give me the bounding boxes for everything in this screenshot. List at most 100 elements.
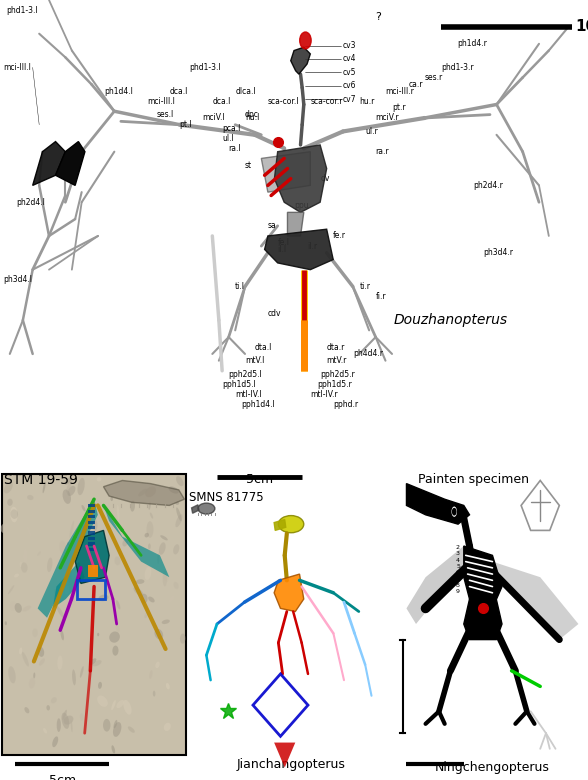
Ellipse shape <box>10 507 18 523</box>
Text: ses.r: ses.r <box>425 73 443 82</box>
Text: ul.r: ul.r <box>366 127 379 136</box>
Ellipse shape <box>32 629 38 637</box>
Ellipse shape <box>46 705 50 711</box>
Ellipse shape <box>39 658 45 665</box>
Ellipse shape <box>7 498 13 506</box>
Ellipse shape <box>11 509 18 519</box>
Polygon shape <box>38 499 98 618</box>
Ellipse shape <box>65 586 69 594</box>
Text: 5cm: 5cm <box>49 774 76 780</box>
Text: 7: 7 <box>456 576 460 581</box>
Text: sa: sa <box>268 222 276 230</box>
Ellipse shape <box>68 575 75 586</box>
Text: 6: 6 <box>456 570 460 575</box>
Text: dv: dv <box>320 174 329 183</box>
Ellipse shape <box>278 516 304 533</box>
Polygon shape <box>464 546 502 608</box>
Text: pphd.r: pphd.r <box>333 400 358 409</box>
Text: STM 19-59: STM 19-59 <box>4 473 78 487</box>
Text: Jianchangopterus: Jianchangopterus <box>236 757 346 771</box>
Ellipse shape <box>148 502 151 510</box>
Ellipse shape <box>57 655 63 670</box>
Ellipse shape <box>109 632 120 643</box>
Text: mtV.r: mtV.r <box>327 356 347 365</box>
Text: ppu: ppu <box>294 201 309 210</box>
Text: pph1d5.l: pph1d5.l <box>222 380 256 388</box>
Text: Ningchengopterus: Ningchengopterus <box>435 760 550 774</box>
Polygon shape <box>274 574 304 612</box>
Ellipse shape <box>29 678 35 689</box>
Ellipse shape <box>65 477 72 484</box>
Ellipse shape <box>72 669 76 686</box>
Ellipse shape <box>97 696 108 707</box>
Ellipse shape <box>148 597 155 602</box>
Polygon shape <box>33 141 65 186</box>
Ellipse shape <box>19 647 22 654</box>
Polygon shape <box>192 505 199 513</box>
Ellipse shape <box>82 505 86 512</box>
Ellipse shape <box>175 514 182 527</box>
Polygon shape <box>275 145 327 212</box>
Ellipse shape <box>34 672 35 679</box>
Ellipse shape <box>66 477 73 493</box>
Ellipse shape <box>160 535 168 541</box>
Ellipse shape <box>145 612 148 619</box>
Polygon shape <box>290 48 310 74</box>
Ellipse shape <box>23 548 28 564</box>
Text: 4: 4 <box>456 558 460 562</box>
Ellipse shape <box>38 647 44 657</box>
Text: mtV.l: mtV.l <box>245 356 265 365</box>
Text: 5cm: 5cm <box>246 473 273 486</box>
Bar <box>88 548 95 551</box>
Text: phd1-3.l: phd1-3.l <box>189 63 221 72</box>
Ellipse shape <box>159 542 166 555</box>
Text: hu.r: hu.r <box>359 97 375 105</box>
Polygon shape <box>493 562 579 640</box>
Ellipse shape <box>68 486 75 496</box>
Bar <box>77 580 105 599</box>
Ellipse shape <box>135 529 139 534</box>
Ellipse shape <box>56 606 65 619</box>
Polygon shape <box>265 229 333 270</box>
Polygon shape <box>103 480 185 505</box>
Text: 9: 9 <box>456 589 460 594</box>
Text: pph1d5.r: pph1d5.r <box>317 380 352 388</box>
Ellipse shape <box>21 562 28 573</box>
Ellipse shape <box>450 505 458 518</box>
Ellipse shape <box>84 533 88 540</box>
Text: ra.l: ra.l <box>229 144 241 153</box>
Text: ph1d4.l: ph1d4.l <box>105 87 133 95</box>
Text: dca.l: dca.l <box>212 97 230 105</box>
Ellipse shape <box>169 595 175 603</box>
Ellipse shape <box>162 619 170 624</box>
Ellipse shape <box>157 554 159 564</box>
Text: mtl-IV.l: mtl-IV.l <box>235 390 262 399</box>
Text: ph1d4.r: ph1d4.r <box>457 39 487 48</box>
Ellipse shape <box>103 719 111 732</box>
Ellipse shape <box>8 666 16 683</box>
Ellipse shape <box>173 582 179 589</box>
Text: dta.l: dta.l <box>255 342 272 352</box>
Ellipse shape <box>133 587 143 597</box>
Ellipse shape <box>115 556 121 566</box>
Ellipse shape <box>96 477 102 481</box>
Text: phd1-3.r: phd1-3.r <box>441 63 473 72</box>
Ellipse shape <box>145 567 151 580</box>
Text: ph2d4.r: ph2d4.r <box>474 181 503 190</box>
Ellipse shape <box>19 562 22 567</box>
Ellipse shape <box>153 690 155 697</box>
Text: pt.l: pt.l <box>180 120 192 129</box>
Polygon shape <box>288 212 304 236</box>
Text: ra.r: ra.r <box>376 147 389 156</box>
Ellipse shape <box>59 541 66 554</box>
Ellipse shape <box>150 512 153 519</box>
Text: ul.l: ul.l <box>222 133 234 143</box>
Ellipse shape <box>78 478 85 495</box>
Text: dca.l: dca.l <box>170 87 188 95</box>
Text: st: st <box>245 161 252 170</box>
Ellipse shape <box>98 682 102 689</box>
Polygon shape <box>53 562 85 608</box>
Text: sca-cor.r: sca-cor.r <box>310 97 343 105</box>
Ellipse shape <box>155 629 163 640</box>
Text: dpc: dpc <box>245 110 259 119</box>
